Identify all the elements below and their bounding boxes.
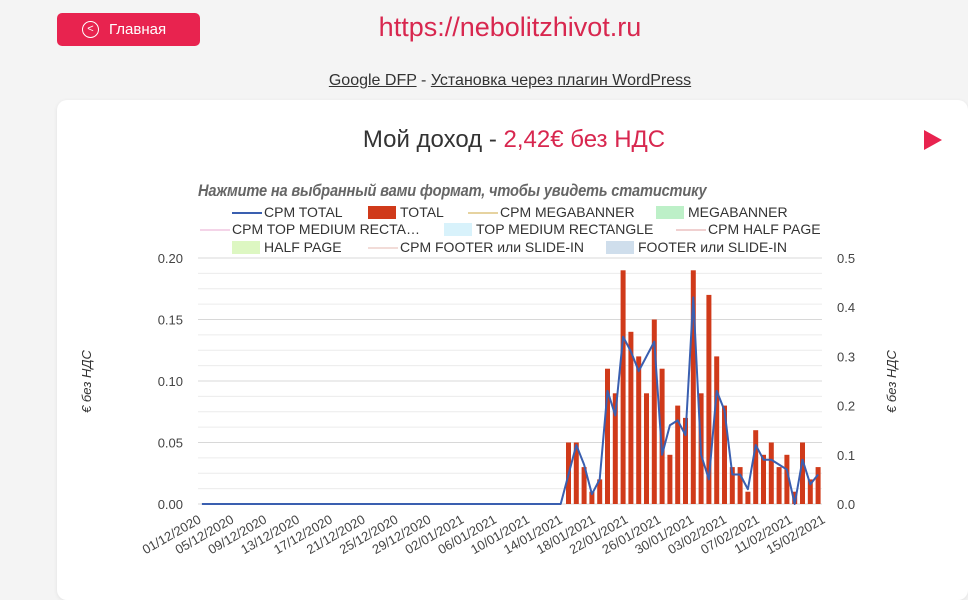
bar	[745, 491, 751, 504]
bar	[659, 368, 665, 504]
bar	[690, 270, 696, 504]
y-left-tick-label: 0.20	[158, 251, 183, 266]
bar	[753, 430, 759, 504]
y-left-tick-label: 0.15	[158, 313, 183, 328]
income-title-prefix: Мой доход -	[362, 126, 504, 153]
breadcrumb-separator: -	[416, 72, 431, 89]
bar	[815, 467, 821, 504]
format-hint: Нажмите на выбранный вами формат, чтобы …	[198, 181, 707, 200]
y-right-tick-label: 0.4	[837, 300, 855, 315]
bar	[706, 294, 712, 504]
bar	[784, 454, 790, 504]
legend-swatch-8	[368, 247, 398, 249]
legend-item-4[interactable]: CPM TOP MEDIUM RECTA…	[232, 221, 420, 237]
legend-swatch-6	[676, 229, 706, 231]
y-right-tick-label: 0.0	[837, 497, 855, 512]
bar	[667, 454, 673, 504]
home-button-label: Главная	[109, 21, 167, 38]
bar	[605, 368, 610, 504]
bar	[722, 405, 727, 504]
wordpress-plugin-link[interactable]: Установка через плагин WordPress	[430, 72, 692, 89]
bar	[628, 331, 634, 504]
y-right-tick-label: 0.2	[837, 399, 855, 414]
income-amount: 2,42€ без НДС	[503, 126, 666, 153]
y-right-tick-label: 0.5	[837, 251, 855, 266]
legend-item-5[interactable]: TOP MEDIUM RECTANGLE	[476, 221, 654, 237]
legend-item-0[interactable]: CPM TOTAL	[264, 204, 343, 220]
y-left-tick-label: 0.00	[158, 497, 183, 512]
legend-item-1[interactable]: TOTAL	[400, 204, 444, 220]
google-dfp-link[interactable]: Google DFP	[328, 72, 417, 89]
y-right-tick-label: 0.3	[837, 349, 855, 364]
breadcrumb: Google DFP - Установка через плагин Word…	[0, 72, 968, 90]
legend-item-3[interactable]: MEGABANNER	[688, 204, 788, 220]
y-right-tick-label: 0.1	[837, 448, 855, 463]
back-arrow-icon: <	[82, 21, 99, 38]
legend-item-8[interactable]: CPM FOOTER или SLIDE-IN	[400, 239, 585, 255]
legend-swatch-2	[468, 212, 498, 214]
bar	[612, 393, 618, 504]
bar	[644, 393, 649, 504]
legend-swatch-9	[606, 241, 634, 254]
bar	[675, 405, 681, 504]
play-icon[interactable]	[922, 129, 944, 151]
bar	[729, 467, 735, 504]
home-button[interactable]: < Главная	[57, 13, 200, 46]
bar	[620, 270, 626, 504]
bar	[636, 356, 642, 504]
bar	[792, 491, 798, 504]
site-url: https://nebolitzhivot.ru	[378, 12, 642, 42]
bar	[776, 467, 782, 504]
legend-item-9[interactable]: FOOTER или SLIDE-IN	[638, 239, 788, 255]
legend-item-7[interactable]: HALF PAGE	[264, 239, 342, 255]
bar	[651, 319, 657, 504]
bar	[768, 442, 774, 504]
cpm-total-line	[201, 296, 819, 505]
bar	[683, 417, 688, 504]
legend-swatch-0	[232, 212, 262, 214]
bar	[737, 467, 743, 504]
y-left-tick-label: 0.05	[158, 436, 183, 451]
legend-item-6[interactable]: CPM HALF PAGE	[708, 221, 821, 237]
bar	[714, 356, 720, 504]
bar	[581, 467, 587, 504]
legend-swatch-4	[200, 229, 230, 231]
bar	[807, 479, 813, 504]
legend-swatch-5	[444, 223, 472, 236]
y-left-tick-label: 0.10	[158, 374, 183, 389]
bar	[800, 442, 805, 504]
bar	[573, 442, 579, 504]
bar	[761, 454, 766, 504]
bar	[589, 491, 595, 504]
legend-swatch-7	[232, 241, 260, 254]
legend-item-2[interactable]: CPM MEGABANNER	[500, 204, 635, 220]
bar	[597, 479, 603, 504]
legend-swatch-3	[656, 206, 684, 219]
income-title: Мой доход - 2,42€ без НДС	[0, 126, 968, 154]
legend-swatch-1	[368, 206, 396, 219]
